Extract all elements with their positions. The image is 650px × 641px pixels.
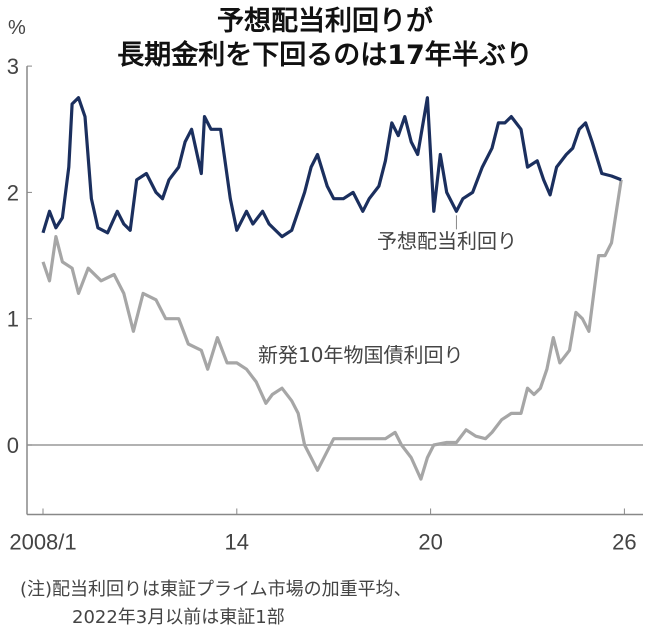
footnote-line2: 2022年3月以前は東証1部 [72, 607, 285, 628]
series-line-jgb-yield [41, 179, 623, 481]
chart-title-line1: 予想配当利回りが [217, 6, 433, 37]
x-tick-label: 14 [225, 529, 249, 554]
x-tick-label: 20 [418, 529, 442, 554]
y-unit-label: % [8, 17, 26, 39]
y-tick-label: 0 [7, 433, 19, 458]
y-tick-label: 3 [7, 54, 19, 79]
x-tick-label: 26 [612, 529, 636, 554]
series-lines [41, 96, 623, 481]
footnote-line1: (注)配当利回りは東証プライム市場の加重平均、 [20, 579, 412, 600]
chart-title-line2: 長期金利を下回るのは17年半ぶり [117, 40, 533, 71]
x-tick-label: 2008/1 [9, 529, 76, 554]
y-tick-label: 2 [7, 180, 19, 205]
annotation-jgb-yield: 新発10年物国債利回り [258, 343, 463, 367]
y-tick-label: 1 [7, 307, 19, 332]
axes: 0 1 2 3 2008/1 14 20 26 [7, 54, 643, 554]
series-line-dividend-yield [41, 96, 622, 239]
annotation-dividend-yield: 予想配当利回り [377, 229, 517, 253]
